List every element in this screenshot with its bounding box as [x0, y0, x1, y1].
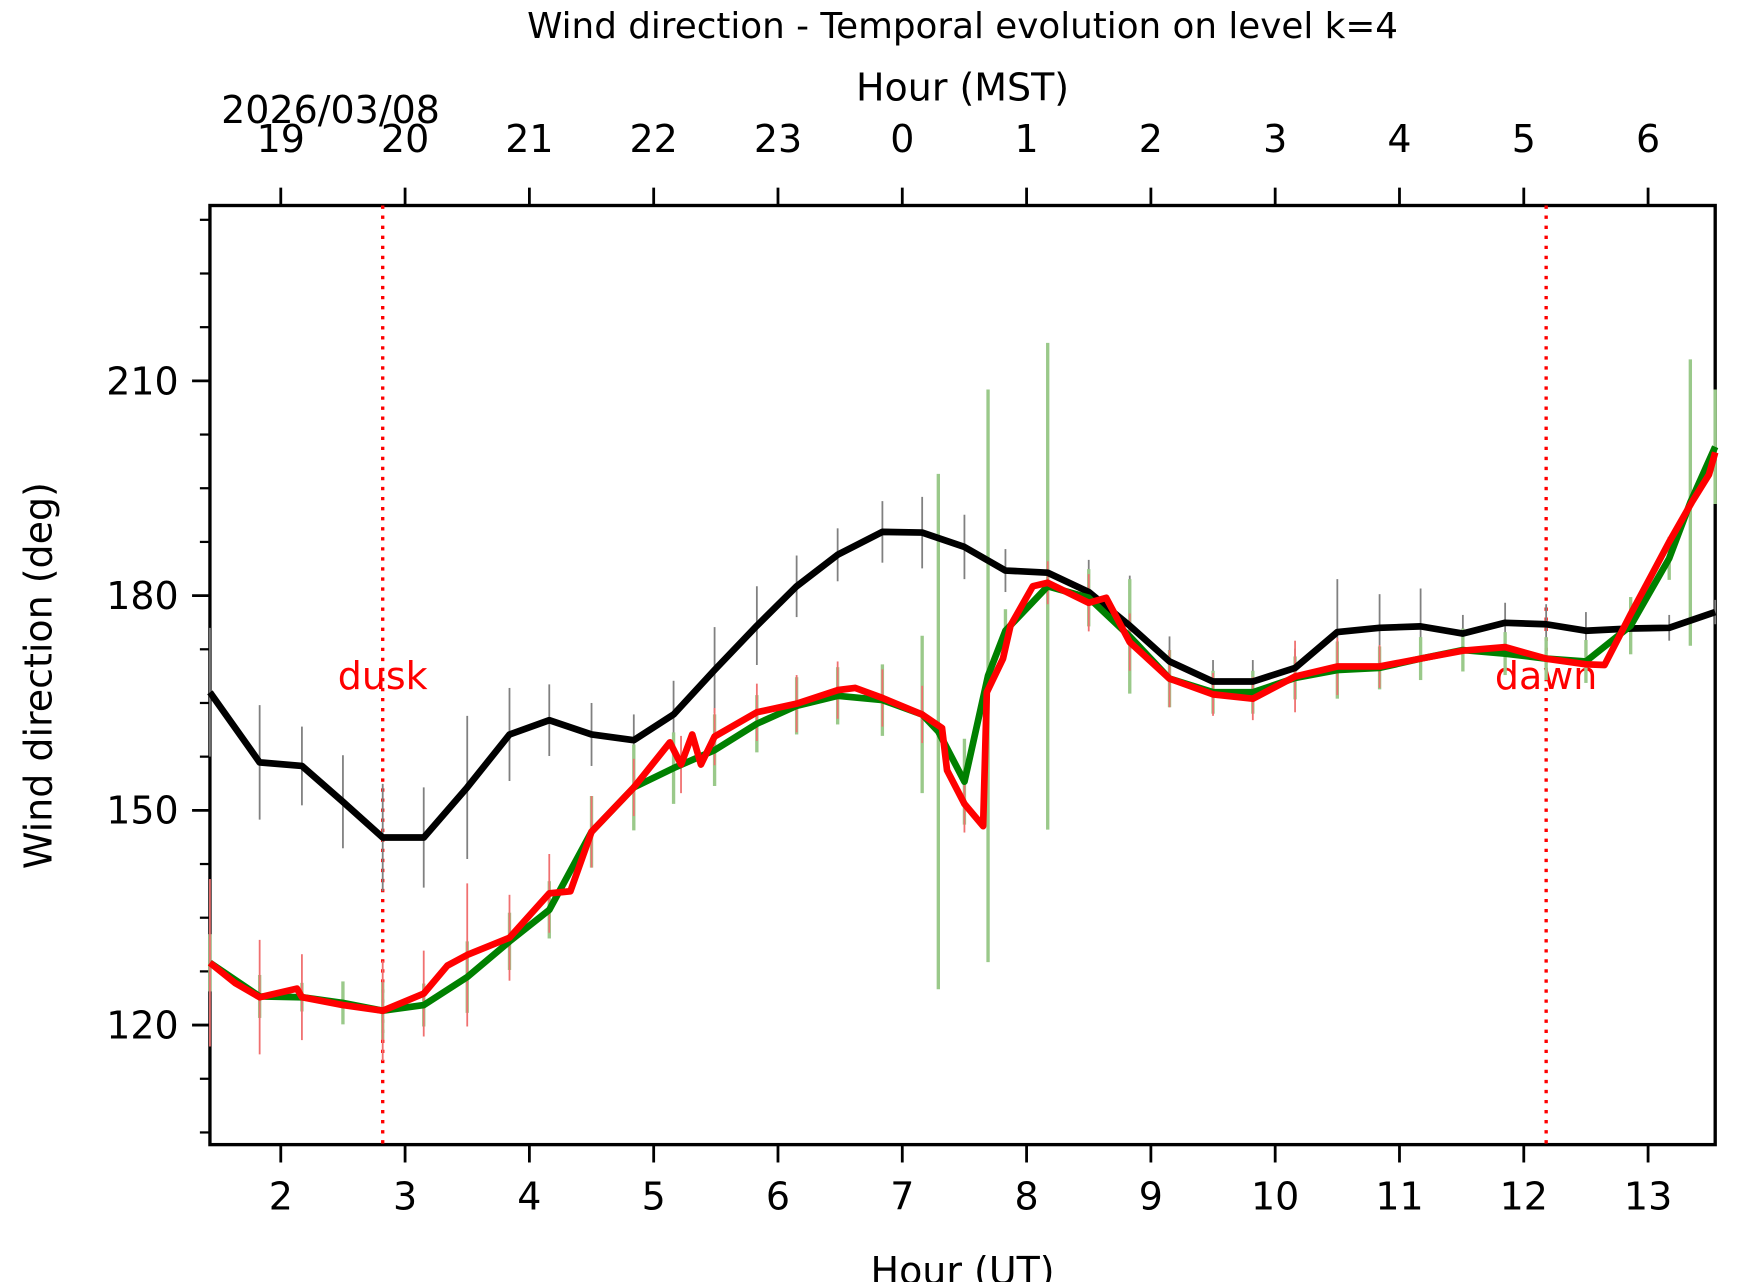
chart-title: Wind direction - Temporal evolution on l… — [527, 6, 1398, 47]
x-tick-label: 2 — [269, 1174, 293, 1218]
y-tick-label: 150 — [106, 789, 178, 833]
x-axis-label: Hour (UT) — [871, 1249, 1055, 1282]
x2-tick-label: 0 — [890, 117, 914, 161]
x-tick-label: 6 — [766, 1174, 790, 1218]
x2-tick-label: 1 — [1015, 117, 1039, 161]
series-line — [207, 451, 1719, 1015]
x2-tick-label: 5 — [1512, 117, 1536, 161]
date-label: 2026/03/08 — [221, 88, 440, 132]
x2-tick-label: 23 — [754, 117, 802, 161]
y-axis-label: Wind direction (deg) — [16, 482, 60, 869]
series-line — [207, 528, 1717, 841]
x-tick-label: 7 — [890, 1174, 914, 1218]
x2-tick-label: 2 — [1139, 117, 1163, 161]
y-tick-label: 210 — [106, 359, 178, 403]
x-tick-label: 3 — [393, 1174, 417, 1218]
x-tick-label: 9 — [1139, 1174, 1163, 1218]
x2-tick-label: 19 — [257, 117, 305, 161]
y-tick-label: 120 — [106, 1003, 178, 1047]
plot-frame — [208, 203, 1717, 1147]
x2-axis-label: Hour (MST) — [856, 66, 1069, 110]
x2-tick-label: 22 — [630, 117, 678, 161]
x-tick-label: 5 — [642, 1174, 666, 1218]
x-tick-label: 4 — [517, 1174, 541, 1218]
x2-tick-label: 4 — [1387, 117, 1411, 161]
x2-tick-label: 20 — [381, 117, 429, 161]
y-tick-label: 180 — [106, 574, 178, 618]
x2-tick-label: 21 — [505, 117, 553, 161]
x-tick-label: 10 — [1251, 1174, 1299, 1218]
x-tick-label: 13 — [1624, 1174, 1672, 1218]
x-tick-label: 8 — [1015, 1174, 1039, 1218]
x2-tick-label: 3 — [1263, 117, 1287, 161]
x-tick-label: 12 — [1500, 1174, 1548, 1218]
x-tick-label: 11 — [1375, 1174, 1423, 1218]
x2-tick-label: 6 — [1636, 117, 1660, 161]
annotation: dusk — [338, 654, 428, 698]
series-line — [208, 445, 1719, 1015]
